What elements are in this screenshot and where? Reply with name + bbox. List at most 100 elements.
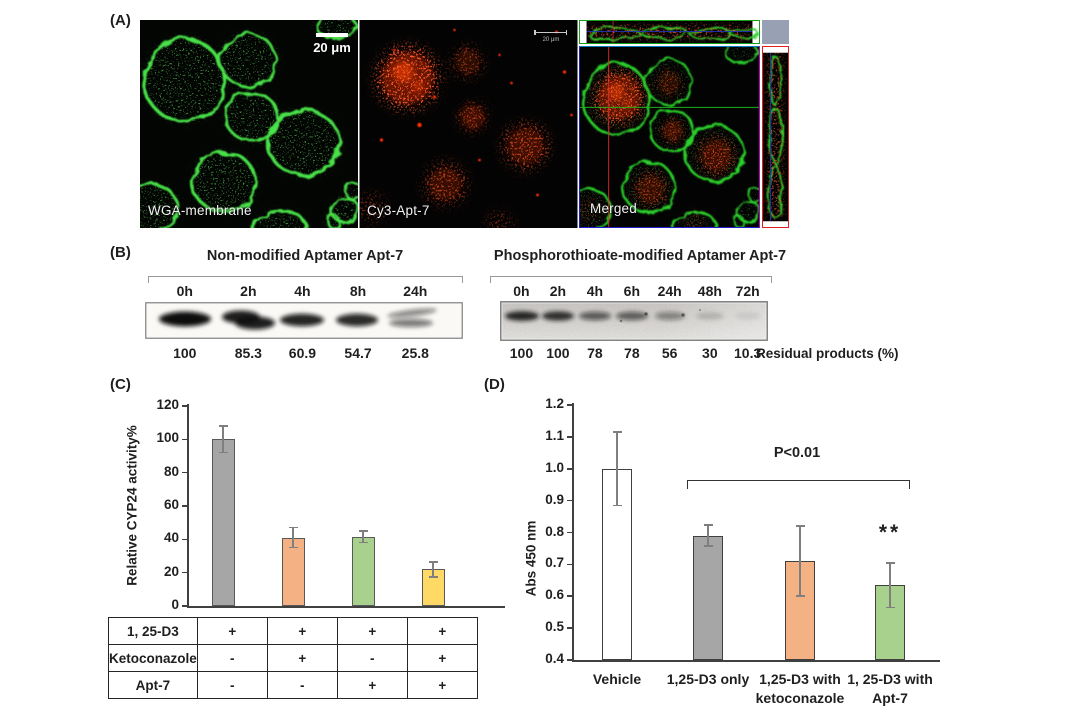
condition-cell-1-0: - <box>196 644 268 672</box>
merged-yz-projection <box>762 46 789 228</box>
residual-value-6: 10.3 <box>734 345 762 361</box>
y-axis-title: Relative CYP24 activity% <box>124 425 140 586</box>
error-bar-3 <box>432 561 434 577</box>
x-category-label-3: 1, 25-D3 with Apt-7 <box>847 670 933 708</box>
merged-main-view <box>579 46 760 228</box>
y-tick <box>567 436 572 438</box>
gel-image-nonmodified <box>145 302 463 339</box>
caption-cy3-apt7: Cy3-Apt-7 <box>367 203 430 218</box>
y-axis <box>572 403 574 660</box>
condition-cell-0-2: + <box>336 617 408 645</box>
y-tick-label: 0 <box>171 597 179 612</box>
error-cap-bottom-2 <box>795 595 805 598</box>
y-tick <box>567 659 572 661</box>
residual-value-1: 100 <box>546 345 570 361</box>
error-cap-top-3 <box>885 561 895 564</box>
residual-value-3: 54.7 <box>344 345 372 361</box>
error-cap-top-0 <box>218 425 228 427</box>
lane-label-0: 0h <box>513 283 530 299</box>
y-tick <box>567 627 572 629</box>
y-tick <box>182 471 187 474</box>
residual-values-right: 100 100 78 78 56 30 10.3 <box>500 345 768 361</box>
merged-corner-box <box>762 20 789 44</box>
residual-value-2: 78 <box>587 345 603 361</box>
panel-b-label: (B) <box>110 244 131 261</box>
condition-cell-2-1: - <box>266 671 338 699</box>
error-bar-0 <box>222 426 224 453</box>
scalebar-cy3-label: 20 μm <box>542 37 560 43</box>
panel-c-label: (C) <box>110 376 131 393</box>
y-axis-title: Abs 450 nm <box>523 520 539 597</box>
x-category-line: Vehicle <box>592 671 642 687</box>
error-bar-0 <box>616 432 618 506</box>
lane-label-2: 4h <box>294 283 311 299</box>
y-tick-label: 0.8 <box>545 523 564 539</box>
cyp24-activity-chart: 0 20 40 60 80 100 120 Relative CYP24 activity% <box>100 397 520 613</box>
red-specks <box>379 28 573 197</box>
residual-value-1: 85.3 <box>234 345 262 361</box>
x-category-line: 1,25-D3 with <box>759 671 841 687</box>
y-tick <box>567 563 572 566</box>
residual-value-0: 100 <box>173 345 197 361</box>
condition-row-label: 1, 25-D3 <box>108 617 198 645</box>
caption-wga-membrane: WGA-membrane <box>148 203 252 218</box>
y-tick <box>182 505 187 507</box>
scalebar-wga-label: 20 μm <box>313 40 351 55</box>
y-tick <box>567 531 572 534</box>
lane-label-1: 2h <box>240 283 257 299</box>
x-category-label-1: 1,25-D3 only <box>667 670 749 689</box>
lane-bracket-left <box>148 276 463 283</box>
condition-row-label: Ketoconazole <box>108 644 198 672</box>
condition-cell-0-0: + <box>196 617 268 645</box>
x-category-label-2: 1,25-D3 with ketoconazole <box>756 670 845 708</box>
residual-value-4: 25.8 <box>401 345 429 361</box>
panel-d-label: (D) <box>484 376 505 393</box>
residual-values-left: 100 85.3 60.9 54.7 25.8 <box>145 345 463 361</box>
scalebar-wga <box>316 33 348 37</box>
x-axis <box>187 606 505 608</box>
error-cap-bottom-0 <box>612 504 622 507</box>
condition-row-1: Ketoconazole - + - + <box>108 644 478 672</box>
error-cap-bottom-2 <box>358 541 368 544</box>
condition-cell-0-1: + <box>266 617 338 645</box>
significance-stars: ** <box>878 521 902 544</box>
lane-label-1: 2h <box>549 283 567 299</box>
y-tick <box>182 438 187 441</box>
y-tick-label: 0.7 <box>545 555 564 571</box>
y-tick-label: 60 <box>163 497 179 512</box>
y-tick-label: 20 <box>163 563 179 579</box>
lane-label-5: 48h <box>697 283 722 299</box>
y-tick <box>182 571 187 574</box>
error-cap-top-1 <box>703 524 713 526</box>
gel-image-phosphorothioate <box>500 301 768 341</box>
y-tick-label: 80 <box>163 463 179 479</box>
condition-row-label: Apt-7 <box>108 671 198 699</box>
residual-value-2: 60.9 <box>288 345 317 361</box>
y-tick <box>567 467 572 470</box>
panel-a-label: (A) <box>110 12 131 29</box>
caption-merged: Merged <box>590 201 637 216</box>
y-tick-label: 0.9 <box>545 491 564 507</box>
lane-label-0: 0h <box>176 283 193 299</box>
merged-xz-projection <box>579 20 760 44</box>
condition-cell-2-0: - <box>196 671 268 699</box>
lane-label-6: 72h <box>735 283 760 299</box>
scalebar-cy3-tick-left <box>534 30 536 35</box>
y-tick-label: 1.0 <box>545 459 564 475</box>
x-category-line: 1, 25-D3 with <box>847 671 933 687</box>
error-bar-2 <box>799 526 801 597</box>
x-category-label-0: Vehicle <box>593 670 641 689</box>
y-tick <box>567 404 572 406</box>
y-axis <box>187 404 189 606</box>
y-tick-label: 0.4 <box>545 651 564 666</box>
condition-cell-1-2: - <box>336 644 408 672</box>
error-cap-top-2 <box>358 530 368 532</box>
lane-label-4: 24h <box>657 283 682 299</box>
error-bar-3 <box>889 562 891 608</box>
y-tick <box>182 538 187 541</box>
bar-0 <box>211 439 235 606</box>
error-cap-bottom-3 <box>885 606 895 609</box>
error-cap-bottom-0 <box>218 451 228 454</box>
confocal-image-wga-membrane <box>140 20 358 228</box>
